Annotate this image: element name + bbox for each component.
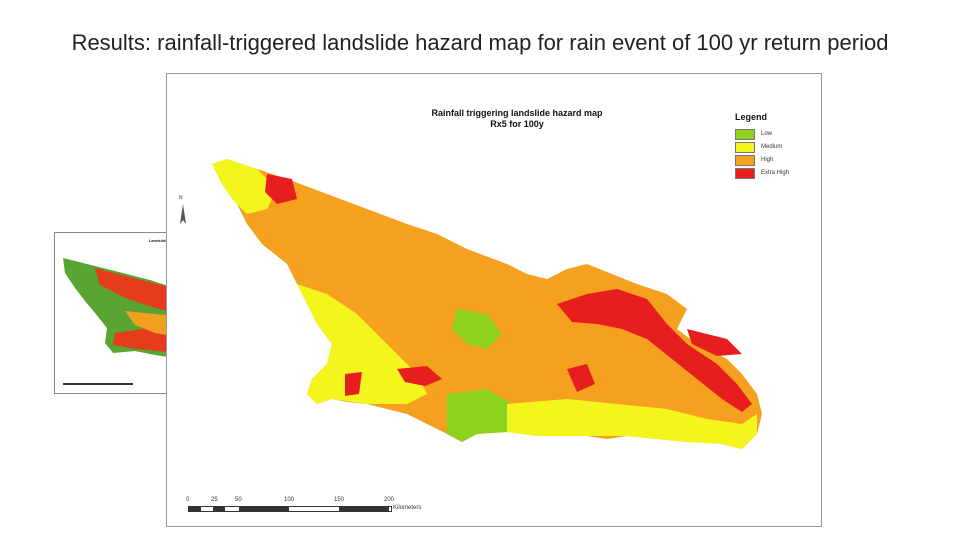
- scale-segment: [225, 507, 239, 511]
- main-map: N Rainfall triggering landslide hazard m…: [166, 73, 822, 527]
- scale-segment: [239, 507, 289, 511]
- extra-high-zone-northwest: [265, 174, 297, 204]
- scale-segment: [213, 507, 225, 511]
- slide-title: Results: rainfall-triggered landslide ha…: [71, 30, 889, 55]
- legend-label: Low: [761, 131, 773, 137]
- legend-swatch-high: [735, 154, 755, 166]
- scale-tick-label: 100: [284, 497, 295, 503]
- legend: Legend Low Medium High Extra High: [735, 112, 815, 180]
- scale-segment: [339, 507, 389, 511]
- scale-tick-label: 0: [186, 497, 190, 503]
- legend-label: Medium: [761, 144, 783, 150]
- legend-item: High: [735, 154, 815, 166]
- legend-swatch-medium: [735, 141, 755, 153]
- legend-title: Legend: [735, 112, 768, 122]
- extra-high-zone-southwest: [345, 372, 362, 396]
- legend-item: Medium: [735, 141, 815, 153]
- scale-tick-label: 50: [235, 497, 242, 503]
- map-title-line1: Rainfall triggering landslide hazard map: [431, 108, 603, 118]
- scale-segment: [289, 507, 339, 511]
- map-title-line2: Rx5 for 100y: [490, 119, 544, 129]
- extra-high-zone-southeast: [567, 364, 595, 392]
- legend-swatch-low: [735, 128, 755, 140]
- low-zone-center: [452, 309, 502, 349]
- scale-unit-label: Kilometers: [393, 505, 422, 511]
- legend-label: Extra High: [761, 170, 790, 176]
- legend-item: Extra High: [735, 167, 815, 179]
- scale-tick-label: 150: [334, 497, 345, 503]
- medium-zone-northwest: [212, 159, 277, 214]
- scale-segment: [201, 507, 213, 511]
- map-title: Rainfall triggering landslide hazard map…: [367, 108, 667, 130]
- medium-zone-south: [507, 399, 757, 449]
- inset-scale-bar: [63, 383, 133, 385]
- legend-item: Low: [735, 128, 815, 140]
- scale-segment: [189, 507, 201, 511]
- low-zone-south: [447, 389, 512, 442]
- scale-tick-label: 200: [384, 497, 395, 503]
- extra-high-zone-east: [557, 289, 752, 412]
- scale-tick-label: 25: [211, 497, 218, 503]
- medium-zone-west: [297, 284, 427, 404]
- main-map-graphic: [180, 159, 762, 449]
- legend-label: High: [761, 157, 774, 163]
- scale-bar: [188, 506, 392, 512]
- extra-high-zone-far-east: [687, 329, 742, 356]
- north-arrow: [180, 204, 186, 224]
- legend-swatch-extra-high: [735, 167, 755, 179]
- north-label: N: [179, 195, 183, 201]
- extra-high-zone-south: [397, 366, 442, 386]
